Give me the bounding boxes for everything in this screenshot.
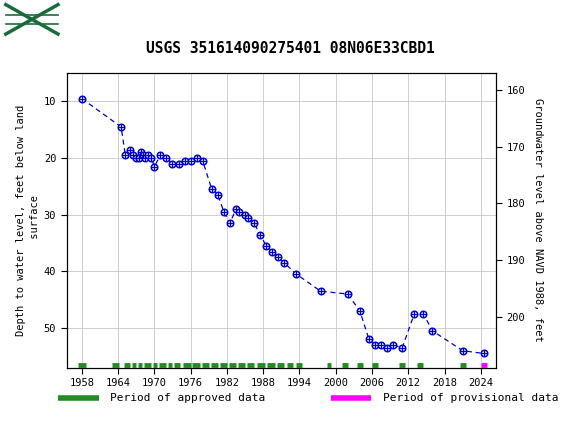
Text: Period of provisional data: Period of provisional data [383,393,559,403]
Point [180,157,189,164]
Point [371,341,380,348]
Point [409,310,419,317]
Point [428,327,437,334]
Point [280,259,289,266]
Point [244,214,253,221]
Point [389,341,398,348]
Point [364,336,374,343]
Point [136,149,146,156]
Point [274,254,283,261]
Point [249,220,259,227]
Point [343,291,353,298]
Point [162,155,171,162]
Point [292,271,301,278]
Point [150,163,159,170]
Point [117,123,126,130]
Point [419,310,428,317]
Point [168,160,177,167]
Point [147,155,156,162]
Point [198,157,208,164]
Y-axis label: Depth to water level, feet below land
 surface: Depth to water level, feet below land su… [16,105,39,336]
Point [267,248,277,255]
Point [156,152,165,159]
Bar [6,5,58,34]
Point [262,243,271,249]
Point [192,155,201,162]
Text: Period of approved data: Period of approved data [110,393,266,403]
Point [256,231,265,238]
Point [376,341,386,348]
Point [77,95,86,102]
Point [225,220,234,227]
Point [139,152,148,159]
Point [140,155,150,162]
Y-axis label: Groundwater level above NAVD 1988, feet: Groundwater level above NAVD 1988, feet [534,98,543,342]
Point [219,209,229,215]
Point [316,288,325,295]
Point [135,155,144,162]
Point [144,152,153,159]
Point [174,160,183,167]
Point [458,347,467,354]
Point [231,206,241,212]
Text: USGS: USGS [70,10,125,28]
Point [355,307,364,314]
Point [479,350,488,357]
Point [207,186,216,193]
Point [234,209,244,215]
Point [121,152,130,159]
Point [240,211,249,218]
Point [125,146,135,153]
Text: USGS 351614090275401 08N06E33CBD1: USGS 351614090275401 08N06E33CBD1 [146,41,434,56]
Point [382,344,392,351]
Point [132,155,141,162]
Point [129,152,138,159]
Point [213,191,223,198]
Point [397,344,407,351]
Point [186,157,195,164]
